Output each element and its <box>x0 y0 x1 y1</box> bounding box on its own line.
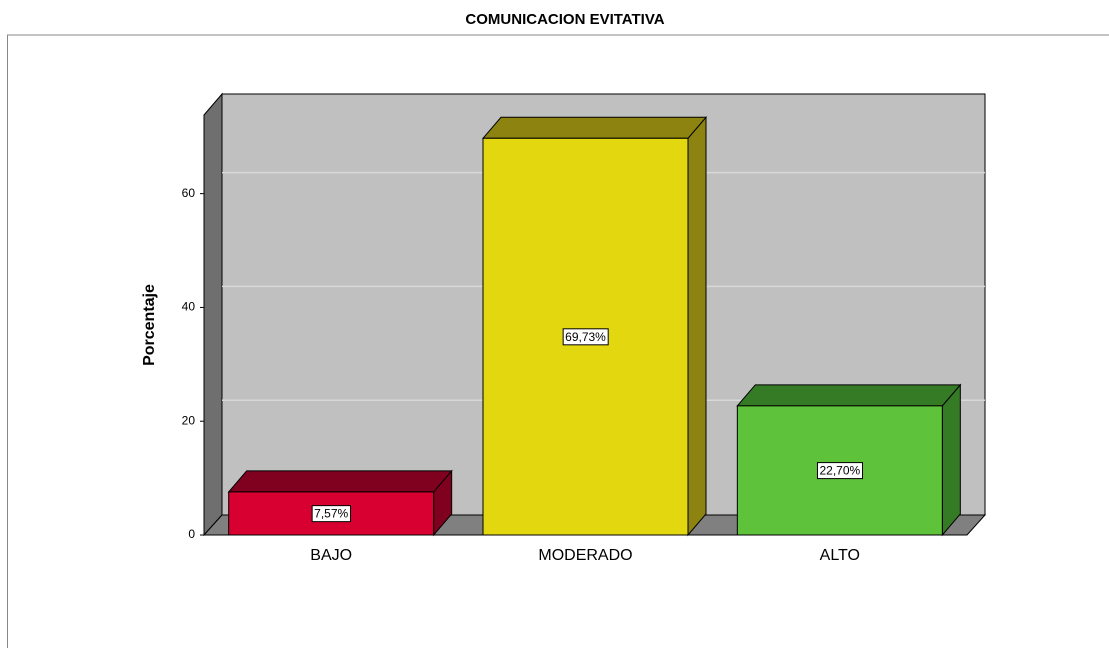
bar-side <box>941 383 961 537</box>
bar-top <box>736 384 962 407</box>
value-label: 7,57% <box>314 507 348 521</box>
bar-side <box>687 115 707 537</box>
y-tick-label: 0 <box>188 527 195 541</box>
x-tick-label: BAJO <box>310 547 352 564</box>
value-label: 69,73% <box>565 330 606 344</box>
value-label-box <box>816 462 864 480</box>
x-tick-label: ALTO <box>820 547 860 564</box>
value-label-box <box>562 328 609 346</box>
chart-title: COMUNICACION EVITATIVA <box>465 11 664 28</box>
y-tick-label: 40 <box>182 300 196 314</box>
bar-top <box>481 116 708 139</box>
y-tick-label: 20 <box>182 413 196 427</box>
y-tick-label: 60 <box>182 186 196 200</box>
value-label: 22,70% <box>819 464 860 478</box>
y-axis-label: Porcentaje <box>141 284 158 366</box>
left-wall <box>203 92 223 537</box>
x-tick-label: MODERADO <box>538 547 632 564</box>
bar-top <box>227 470 453 493</box>
value-label-box <box>311 505 352 523</box>
